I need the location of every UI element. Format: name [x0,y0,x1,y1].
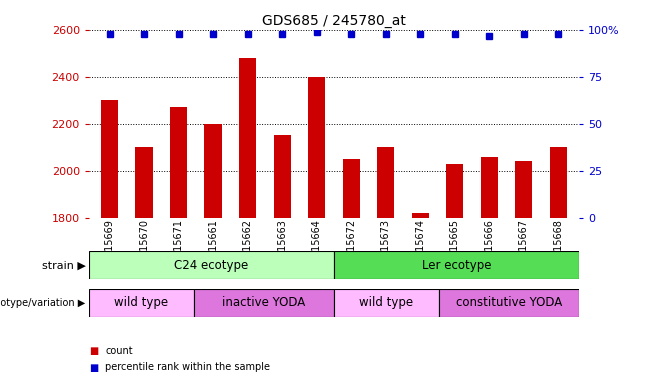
Bar [170,107,188,218]
Bar [549,147,567,218]
Bar [334,289,439,317]
Bar [274,135,291,218]
Bar [239,58,256,217]
Bar [412,213,429,217]
Bar [446,164,463,218]
Bar [101,100,118,218]
Bar [89,289,194,317]
Text: ■: ■ [89,363,98,372]
Text: constitutive YODA: constitutive YODA [456,296,562,309]
Text: genotype/variation ▶: genotype/variation ▶ [0,298,86,308]
Bar [89,251,334,279]
Bar [194,289,334,317]
Bar [205,124,222,218]
Bar [480,157,498,218]
Bar [334,251,579,279]
Bar [439,289,579,317]
Text: Ler ecotype: Ler ecotype [422,259,492,272]
Bar [136,147,153,218]
Title: GDS685 / 245780_at: GDS685 / 245780_at [262,13,406,28]
Text: percentile rank within the sample: percentile rank within the sample [105,363,270,372]
Text: wild type: wild type [359,296,413,309]
Bar [308,77,325,218]
Text: count: count [105,346,133,355]
Bar [377,147,394,218]
Text: wild type: wild type [114,296,168,309]
Bar [343,159,360,218]
Text: ■: ■ [89,346,98,355]
Bar [515,161,532,218]
Text: strain ▶: strain ▶ [41,260,86,270]
Text: C24 ecotype: C24 ecotype [174,259,249,272]
Text: inactive YODA: inactive YODA [222,296,305,309]
